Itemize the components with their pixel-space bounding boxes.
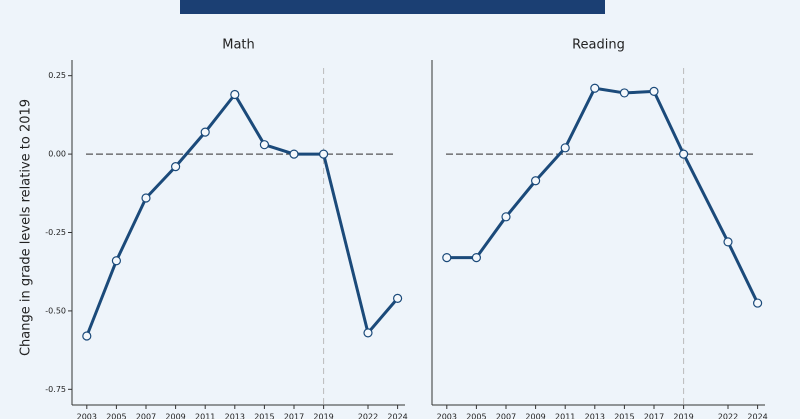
x-tick-label: 2003: [437, 413, 457, 419]
x-tick-label: 2009: [165, 413, 185, 419]
x-tick-label: 2024: [387, 413, 407, 419]
x-tick-label: 2003: [77, 413, 97, 419]
x-tick-label: 2007: [496, 413, 516, 419]
data-point: [619, 88, 630, 98]
data-point: [530, 176, 541, 186]
y-tick-label: 0.00: [48, 150, 66, 159]
x-tick-label: 2019: [313, 413, 333, 419]
x-tick-label: 2011: [555, 413, 575, 419]
data-point: [230, 89, 240, 100]
y-tick-label: -0.75: [45, 385, 66, 394]
data-point: [82, 331, 92, 341]
x-tick-label: 2017: [284, 413, 304, 419]
x-tick-label: 2007: [136, 413, 156, 419]
data-point: [171, 162, 181, 172]
y-tick-label: -0.50: [45, 306, 66, 315]
x-tick-label: 2022: [358, 413, 378, 419]
data-point: [363, 328, 373, 338]
data-point: [111, 256, 122, 266]
x-tick-label: 2022: [718, 413, 738, 419]
data-point: [200, 127, 210, 137]
data-line: [85, 93, 399, 337]
data-point: [319, 149, 329, 159]
data-point: [560, 143, 570, 153]
y-axis-label: Change in grade levels relative to 2019: [19, 99, 34, 356]
x-tick-label: 2013: [225, 413, 245, 419]
data-point: [141, 193, 151, 203]
data-point: [471, 252, 481, 263]
x-tick-label: 2015: [614, 413, 634, 419]
x-tick-label: 2017: [644, 413, 664, 419]
data-point: [590, 83, 600, 93]
x-tick-label: 2009: [525, 413, 545, 419]
data-line: [446, 86, 759, 304]
data-point: [752, 298, 763, 308]
y-tick-label: 0.25: [48, 71, 66, 80]
x-tick-label: 2005: [466, 413, 486, 419]
x-tick-label: 2005: [106, 413, 126, 419]
data-point: [442, 252, 452, 263]
data-point: [678, 149, 689, 159]
data-point: [501, 212, 511, 222]
panel-title: Reading: [572, 38, 625, 53]
x-tick-label: 2019: [673, 413, 693, 419]
title-banner: [180, 0, 605, 14]
x-tick-label: 2011: [195, 413, 215, 419]
y-tick-label: -0.25: [45, 228, 66, 237]
data-point: [393, 293, 403, 303]
x-tick-label: 2013: [585, 413, 605, 419]
panel-title: Math: [222, 38, 255, 53]
x-tick-label: 2015: [254, 413, 274, 419]
data-point: [289, 149, 299, 159]
x-tick-label: 2024: [747, 413, 767, 419]
data-point: [259, 140, 269, 150]
data-point: [649, 86, 659, 96]
data-point: [723, 237, 733, 247]
